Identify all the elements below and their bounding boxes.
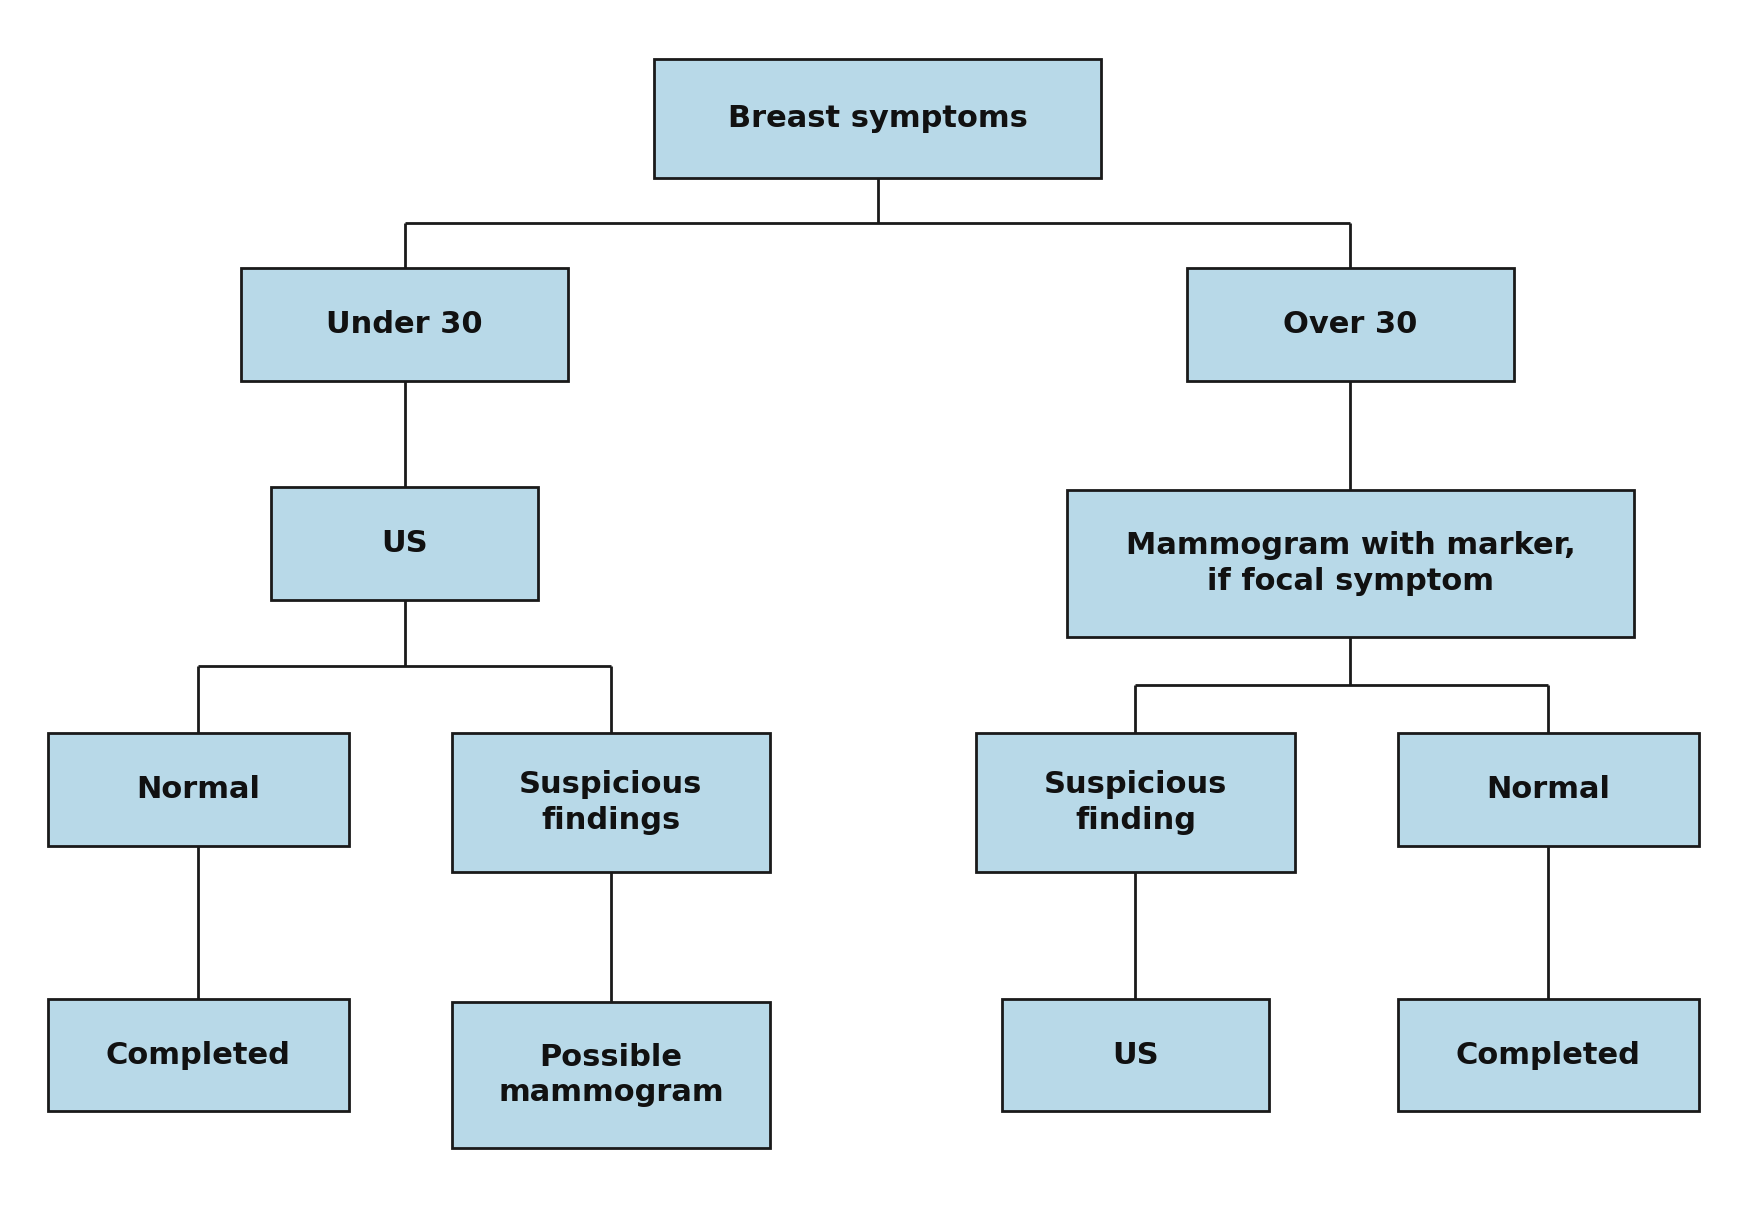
Text: US: US [381,529,428,558]
FancyBboxPatch shape [1397,998,1699,1111]
FancyBboxPatch shape [976,733,1295,872]
FancyBboxPatch shape [1397,733,1699,845]
FancyBboxPatch shape [47,733,349,845]
FancyBboxPatch shape [1067,490,1634,637]
FancyBboxPatch shape [272,487,537,600]
Text: Breast symptoms: Breast symptoms [728,104,1027,133]
Text: Suspicious
findings: Suspicious findings [519,770,702,834]
Text: Completed: Completed [105,1041,291,1070]
Text: Mammogram with marker,
if focal symptom: Mammogram with marker, if focal symptom [1125,531,1576,595]
FancyBboxPatch shape [451,1002,770,1148]
Text: Suspicious
finding: Suspicious finding [1044,770,1227,834]
Text: Over 30: Over 30 [1283,310,1418,339]
FancyBboxPatch shape [240,268,569,381]
FancyBboxPatch shape [451,733,770,872]
Text: Normal: Normal [1486,775,1611,804]
FancyBboxPatch shape [47,998,349,1111]
Text: Possible
mammogram: Possible mammogram [498,1043,723,1108]
Text: Under 30: Under 30 [326,310,483,339]
Text: US: US [1113,1041,1158,1070]
FancyBboxPatch shape [1002,998,1269,1111]
Text: Normal: Normal [137,775,260,804]
Text: Completed: Completed [1457,1041,1641,1070]
FancyBboxPatch shape [655,59,1100,178]
FancyBboxPatch shape [1186,268,1515,381]
